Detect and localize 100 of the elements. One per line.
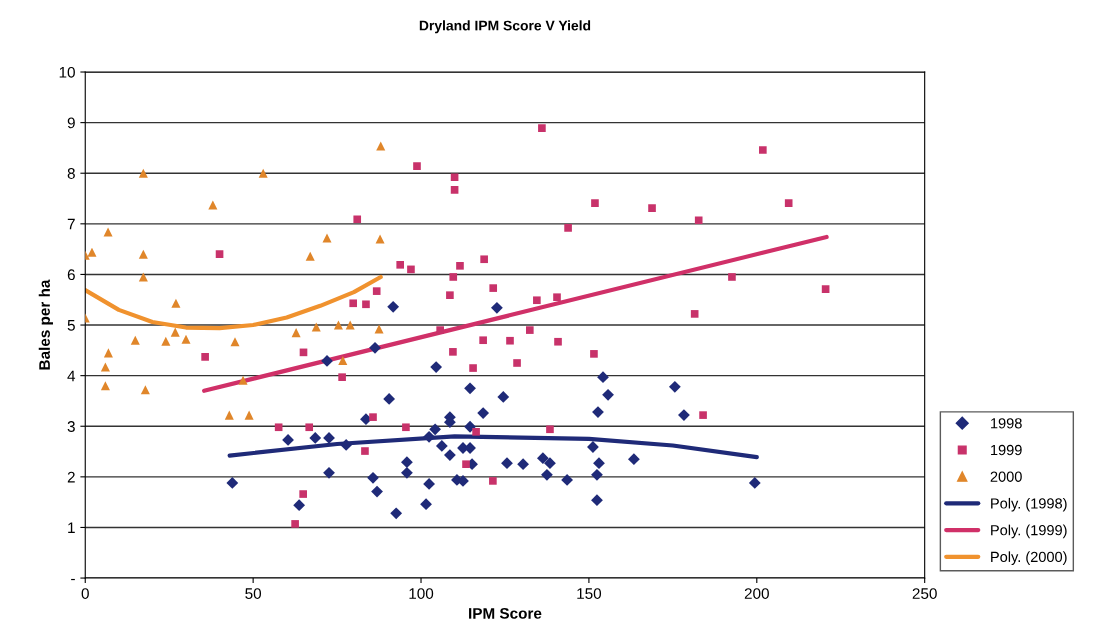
point	[238, 375, 248, 385]
point	[309, 431, 322, 444]
point	[564, 224, 572, 232]
point	[553, 293, 561, 302]
point	[464, 420, 476, 433]
point	[699, 411, 707, 419]
point	[591, 199, 599, 207]
point	[340, 439, 353, 451]
point	[201, 353, 209, 361]
point	[244, 410, 254, 420]
point	[291, 520, 299, 528]
point	[130, 335, 140, 345]
x-tick-label: 250	[912, 588, 937, 599]
y-tick-label: 8	[67, 168, 75, 179]
x-axis-title: IPM Score	[469, 607, 542, 619]
y-tick-label: 10	[59, 66, 75, 78]
point	[338, 355, 348, 365]
legend-label: Poly. (1999)	[991, 524, 1067, 539]
point	[100, 381, 110, 391]
point	[401, 456, 413, 469]
point	[694, 216, 703, 225]
x-tick-label: 100	[409, 588, 434, 599]
point	[323, 466, 335, 479]
point	[390, 507, 403, 520]
point	[338, 373, 346, 381]
point	[544, 457, 556, 470]
point	[821, 285, 830, 293]
point	[215, 250, 224, 259]
legend-label: 1999	[991, 444, 1022, 456]
y-tick-label: 7	[67, 218, 75, 230]
legend-label: Poly. (2000)	[991, 551, 1067, 565]
point	[728, 273, 736, 281]
y-tick-label: 9	[67, 117, 75, 129]
point	[375, 234, 385, 244]
point	[678, 409, 690, 421]
point	[759, 146, 767, 154]
point	[501, 457, 513, 470]
point	[362, 300, 370, 309]
y-tick-label: 1	[68, 522, 75, 533]
point	[462, 460, 470, 469]
point	[449, 273, 458, 281]
point	[282, 434, 294, 446]
point	[537, 452, 549, 465]
y-tick-label: 2	[67, 471, 75, 483]
point	[305, 423, 314, 432]
point	[170, 327, 180, 337]
point	[450, 173, 459, 182]
point	[538, 124, 546, 133]
x-tick-label: 0	[81, 588, 89, 599]
point	[402, 423, 410, 432]
point	[489, 284, 498, 292]
point	[291, 328, 301, 338]
point	[489, 477, 497, 485]
point	[274, 423, 283, 432]
point	[668, 380, 681, 393]
point	[322, 233, 332, 243]
x-tick-label: 50	[245, 588, 262, 599]
point	[648, 204, 656, 212]
point	[138, 168, 148, 178]
point	[369, 341, 381, 354]
point	[258, 168, 268, 178]
point	[367, 471, 379, 484]
y-tick-label: 4	[67, 370, 76, 382]
point	[224, 410, 234, 420]
point	[593, 457, 605, 470]
point	[401, 466, 413, 479]
point	[413, 162, 421, 170]
point	[554, 337, 562, 346]
point	[450, 186, 459, 194]
point	[208, 200, 218, 210]
point	[690, 310, 699, 318]
point	[472, 427, 480, 436]
point	[533, 296, 541, 305]
point	[349, 299, 358, 308]
point	[230, 337, 240, 347]
point	[100, 362, 110, 372]
legend-label: 2000	[990, 471, 1022, 482]
point	[430, 361, 443, 373]
point	[87, 247, 97, 257]
point	[591, 494, 603, 507]
point	[435, 440, 448, 452]
point	[387, 300, 400, 313]
y-tick-label: 3	[67, 421, 75, 432]
line-series	[85, 274, 383, 331]
point	[506, 336, 514, 345]
x-tick-label: 150	[577, 588, 602, 599]
point	[748, 477, 761, 489]
point	[305, 251, 315, 261]
point	[497, 391, 510, 403]
point	[226, 477, 239, 489]
point	[383, 393, 396, 405]
point	[423, 430, 435, 443]
point	[345, 320, 355, 330]
point	[464, 382, 476, 395]
point	[333, 320, 343, 330]
point	[311, 322, 321, 332]
chart-title: Dryland IPM Score V Yield	[419, 20, 591, 34]
point	[396, 261, 405, 269]
point	[429, 423, 442, 436]
x-tick-label: 200	[744, 588, 769, 599]
